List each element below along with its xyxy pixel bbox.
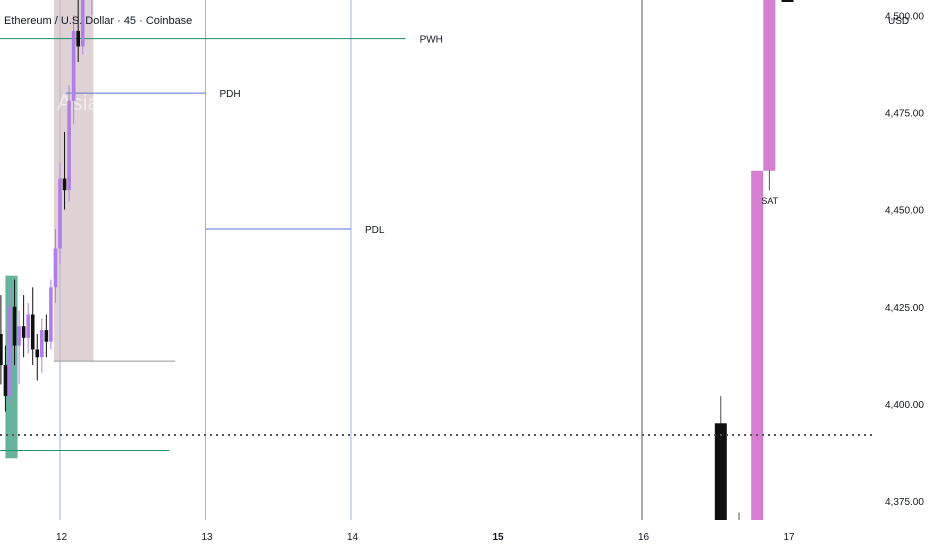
overlay-layer [0, 433, 872, 436]
price-tick-label: 4,375.00 [885, 497, 924, 508]
candle-body [40, 330, 44, 358]
price-tick-label: 4,425.00 [885, 303, 924, 314]
htf-d-body [763, 0, 776, 171]
price-tick-label: 4,400.00 [885, 400, 924, 411]
candle-body [12, 306, 17, 346]
htf-d-body [714, 423, 727, 520]
candle-body [62, 178, 67, 191]
candle-body [30, 314, 35, 350]
chart-title: Ethereum / U.S. Dollar · 45 · Coinbase [4, 11, 192, 29]
candle-body [80, 0, 85, 47]
key-level-label: PWH [420, 35, 443, 46]
candle-body [3, 365, 8, 397]
candle-body [17, 326, 21, 346]
time-tick-label: 17 [784, 532, 796, 543]
htf-d-body [781, 0, 794, 2]
price-tick-label: 4,450.00 [885, 206, 924, 217]
time-axis: 12 13 14 15 16 17 [0, 522, 932, 550]
key-levels: PDHPDHPDLPDLPWH [0, 35, 443, 451]
candle-body [49, 287, 53, 342]
candle-body [0, 333, 3, 366]
key-level-label: PDL [365, 225, 385, 236]
time-tick-label: 12 [56, 532, 68, 543]
candle-body [76, 30, 80, 47]
chart-title-text: Ethereum / U.S. Dollar · 45 · Coinbase [4, 15, 193, 27]
time-axis-bg [0, 522, 932, 550]
price-tick-label: 4,475.00 [885, 109, 924, 120]
candle-body [8, 306, 12, 397]
candle-body [35, 349, 40, 358]
candle-body [71, 30, 76, 101]
price-tick-label: 4,500.00 [885, 11, 924, 22]
candle-body [67, 100, 71, 191]
candle-body [26, 314, 30, 338]
candle-body [58, 178, 62, 249]
grid-layer [59, 0, 643, 520]
htf-d-label: SAT [761, 196, 778, 206]
htf-d-body [751, 170, 764, 520]
time-tick-label: 15 [493, 532, 505, 543]
candle-body [53, 248, 58, 288]
htf-candles-layer: 17:3019:0021:1523:3001:0003:1505:3007:00… [714, 0, 794, 542]
time-tick-label: 16 [638, 532, 650, 543]
key-level-label: PDH [220, 89, 241, 100]
currency-label: USD [888, 11, 909, 29]
time-tick-label: 13 [202, 532, 214, 543]
candles-layer [0, 0, 93, 412]
price-axis-bg [872, 0, 932, 550]
price-axis: 4,375.00 4,400.00 4,425.00 4,450.00 4,475.00… [872, 0, 932, 550]
time-tick-label: 14 [347, 532, 359, 543]
candle-body [44, 330, 49, 342]
session-box-label: Asia [57, 90, 101, 115]
currency-text: USD [888, 16, 910, 27]
candle-body [21, 326, 26, 338]
